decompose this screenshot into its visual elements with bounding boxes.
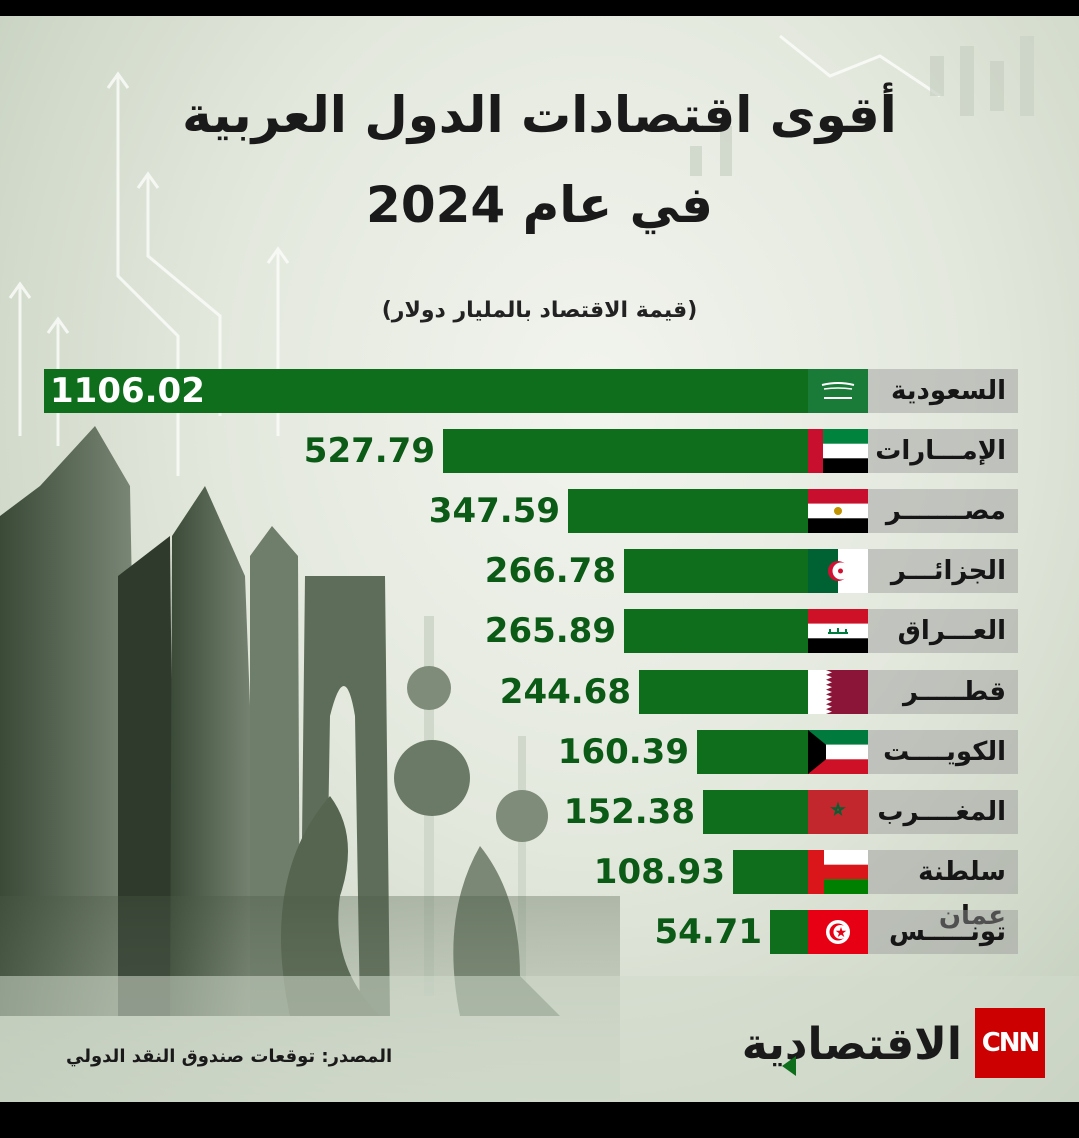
uae-flag-icon <box>808 429 868 473</box>
bar <box>639 670 808 714</box>
data-label: 244.68 <box>499 672 631 712</box>
category-label: الجزائـــر <box>868 549 1018 593</box>
brand-name: الاقتصادية <box>741 1019 962 1070</box>
data-label: 108.93 <box>593 852 725 892</box>
category-label: الكويــــت <box>868 730 1018 774</box>
chart-subtitle: (قيمة الاقتصاد بالمليار دولار) <box>381 298 698 323</box>
category-label: سلطنة عمان <box>868 850 1018 931</box>
chart-title-line-1: أقوى اقتصادات الدول العربية <box>182 86 897 144</box>
morocco-flag-icon <box>808 790 868 834</box>
background-skyline-illustration <box>0 34 1079 1102</box>
data-label: 54.71 <box>654 912 762 952</box>
infographic: أقوى اقتصادات الدول العربية في عام 2024 … <box>0 16 1079 1102</box>
bar <box>703 790 808 834</box>
category-label: السعودية <box>868 369 1018 413</box>
bar <box>44 369 808 413</box>
category-label: تونـــــس <box>868 910 1018 954</box>
category-label: العـــراق <box>868 609 1018 653</box>
data-label: 347.59 <box>428 491 560 531</box>
source-note: المصدر: توقعات صندوق النقد الدولي <box>66 1046 393 1067</box>
bar <box>733 850 808 894</box>
oman-flag-icon <box>808 850 868 894</box>
category-label: المغــــرب <box>868 790 1018 834</box>
bar <box>443 429 808 473</box>
bar <box>568 489 808 533</box>
algeria-flag-icon <box>808 549 868 593</box>
brand-triangle-icon <box>782 1056 796 1076</box>
category-label: الإمـــارات <box>868 429 1018 473</box>
bar <box>624 609 808 653</box>
data-label: 266.78 <box>484 551 616 591</box>
iraq-flag-icon <box>808 609 868 653</box>
saudi-flag-icon <box>808 369 868 413</box>
data-label: 160.39 <box>557 732 689 772</box>
chart-title-line-2: في عام 2024 <box>366 176 713 234</box>
category-label: قطـــــر <box>868 670 1018 714</box>
bar <box>697 730 808 774</box>
bar <box>624 549 808 593</box>
cnn-logo: CNN <box>975 1008 1045 1078</box>
tunisia-flag-icon <box>808 910 868 954</box>
category-label: مصـــــــر <box>868 489 1018 533</box>
data-label: 265.89 <box>484 611 616 651</box>
bar <box>770 910 808 954</box>
bar-chart: السعودية 1106.02 الإمـــارات 527.79 مصــــــ… <box>0 16 1079 1102</box>
data-label: 1106.02 <box>50 371 205 411</box>
data-label: 152.38 <box>563 792 695 832</box>
egypt-flag-icon <box>808 489 868 533</box>
kuwait-flag-icon <box>808 730 868 774</box>
qatar-flag-icon <box>808 670 868 714</box>
data-label: 527.79 <box>303 431 435 471</box>
